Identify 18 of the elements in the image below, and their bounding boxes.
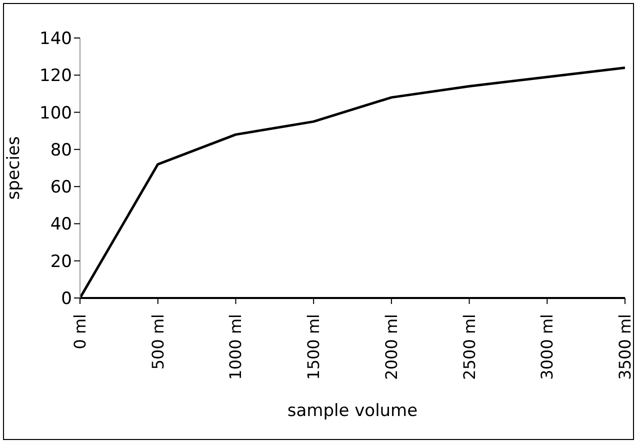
y-tick-label: 80 <box>50 140 72 160</box>
y-tick-label: 0 <box>61 289 72 310</box>
x-tick-label: 2500 ml <box>460 314 479 380</box>
y-tick-label: 100 <box>40 103 72 124</box>
x-tick-label: 0 ml <box>70 314 90 350</box>
x-tick-label: 3000 ml <box>538 314 557 380</box>
y-tick-label: 140 <box>40 29 72 50</box>
y-tick-label: 60 <box>50 178 72 198</box>
x-tick-label: 500 ml <box>148 314 168 370</box>
x-tick-label: 1000 ml <box>226 314 246 380</box>
x-tick-label: 2000 ml <box>382 314 401 380</box>
y-tick-label: 120 <box>40 66 72 86</box>
y-tick-label: 20 <box>50 252 72 272</box>
y-tick-label: 40 <box>50 214 72 235</box>
x-tick-label: 1500 ml <box>304 314 324 380</box>
x-tick-label: 3500 ml <box>616 314 634 380</box>
y-axis-title: species <box>4 136 24 200</box>
x-axis-title: sample volume <box>287 401 418 421</box>
